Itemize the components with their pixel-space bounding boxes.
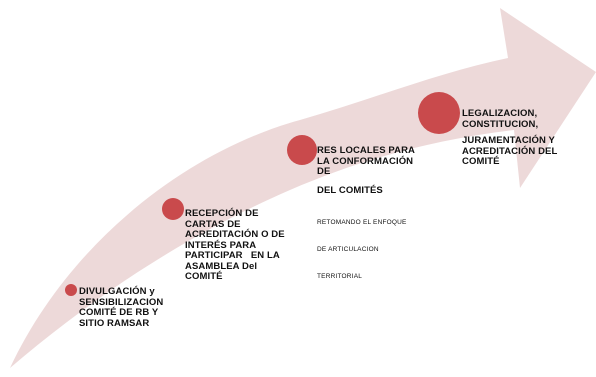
step-1-line: DIVULGACIÓN y xyxy=(79,286,155,297)
step-2-line: INTERÉS PARA xyxy=(185,239,257,251)
step-4-line: COMITÉ xyxy=(462,156,500,167)
step-3-text: RES LOCALES PARA LA CONFORMACIÓN DE DEL … xyxy=(317,145,416,299)
step-1-text: DIVULGACIÓN y SENSIBILIZACION COMITÉ DE … xyxy=(79,286,164,329)
step-3-note-line: DE ARTICULACION xyxy=(317,246,379,253)
step-3-line: DE xyxy=(317,166,331,177)
step-2-dot xyxy=(162,198,184,220)
step-4-line: JURAMENTACIÓN Y xyxy=(462,135,555,146)
step-2-line: RECEPCIÓN DE xyxy=(185,208,259,219)
step-2-text: RECEPCIÓN DE CARTAS DE ACREDITACIÓN O DE… xyxy=(185,208,285,283)
step-4-line: ACREDITACIÓN DEL xyxy=(462,145,558,157)
step-1-dot xyxy=(65,284,77,296)
step-2-line: COMITÉ xyxy=(185,271,223,282)
step-4-line: LEGALIZACION, xyxy=(462,108,538,119)
step-3-line: RES LOCALES PARA xyxy=(317,145,416,156)
step-2-line: ASAMBLEA Del xyxy=(185,260,258,272)
step-4-text: LEGALIZACION, CONSTITUCION, JURAMENTACIÓ… xyxy=(462,108,558,168)
step-1-line: SENSIBILIZACION xyxy=(79,296,164,308)
step-3-line: LA CONFORMACIÓN xyxy=(317,155,414,167)
step-3-note-line: TERRITORIAL xyxy=(317,273,363,280)
step-2-line: CARTAS DE xyxy=(185,218,241,230)
step-3-note-line: RETOMANDO EL ENFOQUE xyxy=(317,219,407,226)
step-3-dot xyxy=(287,135,317,165)
step-3-note: RETOMANDO EL ENFOQUE DE ARTICULACION TER… xyxy=(317,200,415,299)
step-1-line: COMITÉ DE RB Y xyxy=(79,307,159,318)
step-3-extra: DEL COMITÉS xyxy=(317,184,383,196)
step-2-line: ACREDITACIÓN O DE xyxy=(185,229,285,240)
step-1-line: SITIO RAMSAR xyxy=(79,317,150,329)
step-2-line: PARTICIPAR EN LA xyxy=(185,250,280,261)
step-4-line: CONSTITUCION, xyxy=(462,118,539,130)
step-4-dot xyxy=(418,92,460,134)
